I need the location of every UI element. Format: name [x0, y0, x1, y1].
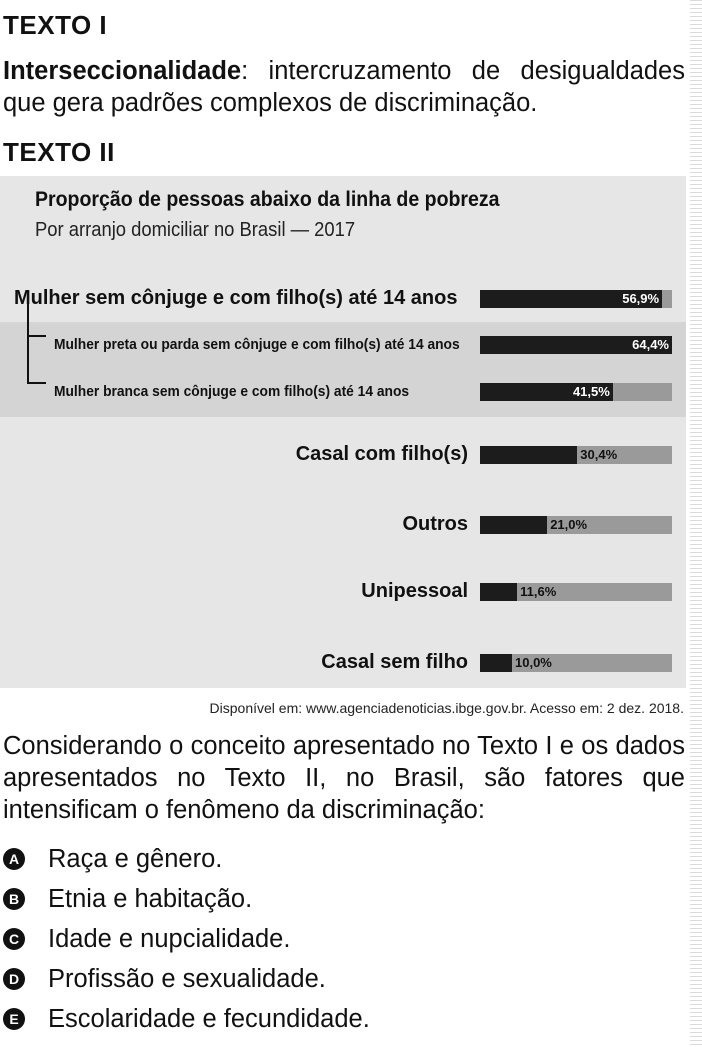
texto1-definition: Interseccionalidade: intercruzamento de …	[3, 55, 685, 119]
category-label: Casal sem filho	[321, 651, 468, 673]
bar-track: 41,5%	[480, 383, 672, 401]
bracket-line	[27, 304, 29, 384]
option-c[interactable]: C Idade e nupcialidade.	[3, 923, 290, 955]
option-text: Escolaridade e fecundidade.	[48, 1004, 370, 1033]
option-letter-badge: C	[3, 928, 25, 950]
texto2-heading: TEXTO II	[3, 137, 115, 167]
option-letter-badge: E	[3, 1008, 25, 1030]
bar	[480, 336, 672, 354]
option-text: Idade e nupcialidade.	[48, 924, 291, 953]
option-d[interactable]: D Profissão e sexualidade.	[3, 963, 326, 995]
bar	[480, 654, 512, 672]
value-label: 21,0%	[550, 517, 588, 532]
bar	[480, 383, 613, 401]
bar-track: 10,0%	[480, 654, 672, 672]
category-label: Unipessoal	[361, 580, 468, 602]
bar	[480, 446, 578, 464]
bracket-tick-2	[27, 382, 46, 384]
bar-track: 11,6%	[480, 583, 672, 601]
bar	[480, 290, 663, 308]
bar-track: 64,4%	[480, 336, 672, 354]
margin-strip	[690, 0, 702, 1047]
chart-title: Proporção de pessoas abaixo da linha de …	[35, 188, 500, 211]
option-a[interactable]: A Raça e gênero.	[3, 843, 222, 875]
bar-track: 56,9%	[480, 290, 672, 308]
category-label: Mulher sem cônjuge e com filho(s) até 14…	[14, 287, 458, 309]
option-text: Etnia e habitação.	[48, 884, 253, 913]
option-letter-badge: B	[3, 888, 25, 910]
value-label: 11,6%	[520, 584, 557, 599]
option-text: Raça e gênero.	[48, 844, 223, 873]
value-label: 30,4%	[580, 447, 618, 462]
bar	[480, 516, 548, 534]
option-text: Profissão e sexualidade.	[48, 964, 326, 993]
bar-track: 30,4%	[480, 446, 672, 464]
value-label: 41,5%	[572, 384, 610, 399]
bar	[480, 583, 518, 601]
category-label: Mulher branca sem cônjuge e com filho(s)…	[54, 383, 410, 400]
category-label: Mulher preta ou parda sem cônjuge e com …	[54, 336, 460, 353]
value-label: 56,9%	[622, 291, 660, 306]
option-letter-badge: D	[3, 968, 25, 990]
chart-subtitle: Por arranjo domiciliar no Brasil — 2017	[35, 219, 356, 241]
term: Interseccionalidade	[3, 57, 242, 85]
option-e[interactable]: E Escolaridade e fecundidade.	[3, 1003, 370, 1035]
definition-text: : intercruzamento de desigualdades que g…	[3, 57, 685, 117]
bar-track: 21,0%	[480, 516, 672, 534]
option-letter-badge: A	[3, 848, 25, 870]
value-label: 64,4%	[632, 337, 669, 352]
question-text: Considerando o conceito apresentado no T…	[3, 732, 685, 824]
bracket-tick-1	[27, 335, 46, 337]
value-label: 10,0%	[515, 655, 552, 670]
category-label: Casal com filho(s)	[295, 443, 468, 465]
option-b[interactable]: B Etnia e habitação.	[3, 883, 252, 915]
poverty-chart: Proporção de pessoas abaixo da linha de …	[0, 176, 686, 688]
source-citation: Disponível em: www.agenciadenoticias.ibg…	[209, 700, 684, 716]
category-label: Outros	[402, 513, 468, 535]
texto1-heading: TEXTO I	[3, 10, 108, 40]
